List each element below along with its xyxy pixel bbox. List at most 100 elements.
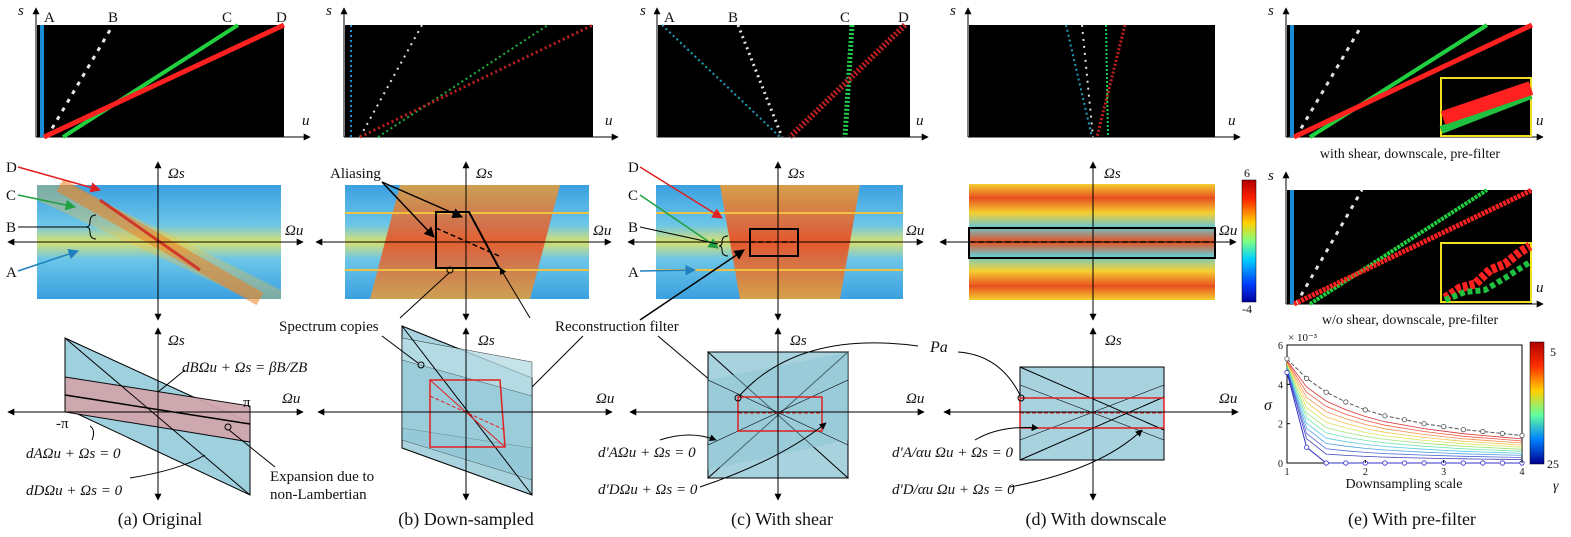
- chart-point: [1304, 375, 1310, 381]
- chart-point: [1401, 460, 1408, 466]
- y-tick-label: 0: [1278, 459, 1283, 470]
- s-axis-label: s: [1268, 3, 1274, 19]
- eq-a-line: dAΩu + Ωs = 0: [26, 446, 121, 462]
- epi-panel-a: s u A B C D: [18, 3, 311, 141]
- chart-point: [1499, 460, 1506, 466]
- spec-label-a: A: [6, 265, 17, 281]
- epi-label-c: C: [222, 10, 232, 26]
- chart-point: [1480, 428, 1486, 435]
- gamma-curve: [1286, 369, 1523, 458]
- diagram-panel-c: Ωs Ωu Pa d'AΩu + Ωs = 0 d'DΩu + Ωs = 0: [598, 327, 948, 501]
- gamma-curve: [1286, 365, 1523, 450]
- omega-s-label: Ωs: [478, 333, 495, 349]
- omega-u-label: Ωu: [1219, 391, 1237, 407]
- chart-point: [1421, 421, 1427, 427]
- shared-annotations: Spectrum copies Reconstruction filter: [279, 249, 745, 408]
- colorbar-min: -4: [1242, 302, 1252, 316]
- chart-point: [1362, 407, 1368, 413]
- expansion-label: Expansion due to: [270, 469, 374, 485]
- aliasing-label: Aliasing: [330, 166, 381, 182]
- spectrum-panel-d: Ωs Ωu 6 -4: [939, 161, 1257, 321]
- u-axis-label: u: [302, 113, 310, 129]
- chart-point: [1323, 460, 1329, 466]
- epi-label-c: C: [840, 10, 850, 26]
- eq-a-prime: d'AΩu + Ωs = 0: [598, 445, 696, 461]
- diagram-panel-a: Ωs Ωu π -π dBΩu + Ωs = βB/ZB dAΩu + Ωs =…: [7, 327, 374, 503]
- chart-ylabel: σ: [1264, 397, 1273, 414]
- epi-panel-e-top: s u with shear, downscale, pre-filter: [1268, 3, 1544, 162]
- chart-point: [1382, 460, 1388, 466]
- x-tick-label: 1: [1285, 467, 1290, 478]
- chart-gamma-fan: [1286, 360, 1523, 460]
- chart-point: [1421, 460, 1427, 466]
- s-axis-label: s: [1268, 168, 1274, 184]
- s-axis-label: s: [18, 3, 24, 19]
- gamma-curve: [1286, 370, 1523, 460]
- gamma-curve: [1286, 367, 1523, 454]
- gamma-curve: [1286, 363, 1523, 446]
- omega-u-label: Ωu: [906, 223, 924, 239]
- chart-y-multiplier: × 10⁻³: [1288, 332, 1318, 344]
- chart-point: [1519, 432, 1525, 439]
- reconstruction-filter-label: Reconstruction filter: [555, 319, 679, 335]
- x-tick-label: 4: [1520, 467, 1525, 478]
- diagram-panel-b: Ωs Ωu: [317, 325, 614, 501]
- epi-panel-d: s u: [950, 3, 1241, 141]
- chart-point: [1323, 389, 1329, 395]
- s-axis-label: s: [950, 3, 956, 19]
- y-tick-label: 4: [1278, 380, 1283, 391]
- epi-label-a: A: [44, 10, 55, 26]
- spec-label-b: B: [628, 220, 638, 236]
- u-axis-label: u: [1228, 113, 1236, 129]
- chart-point: [1460, 460, 1466, 466]
- spec-label-c: C: [628, 188, 638, 204]
- u-axis-label: u: [1536, 280, 1544, 296]
- epi-label-d: D: [898, 10, 909, 26]
- x-tick-label: 3: [1441, 467, 1446, 478]
- chart-ticks-group: 1 2 3 4 0 2 4 6: [1278, 341, 1525, 478]
- chart-xlabel: Downsampling scale: [1345, 477, 1462, 492]
- chart-point: [1480, 460, 1486, 466]
- chart-point: [1343, 399, 1349, 405]
- spectrum-copies-label: Spectrum copies: [279, 319, 379, 335]
- colorbar: [1241, 179, 1257, 303]
- gamma-colorbar: [1529, 341, 1545, 465]
- gamma-colorbar-min: 25: [1547, 457, 1559, 471]
- omega-s-label: Ωs: [788, 166, 805, 182]
- epi-panel-c: s u A B C D: [640, 3, 929, 141]
- chart-point: [1343, 460, 1349, 466]
- spectrum-panel-a: Ωs Ωu D C B A: [6, 160, 304, 321]
- caption-c: (c) With shear: [731, 509, 833, 529]
- eq-b-line: dBΩu + Ωs = βB/ZB: [182, 360, 307, 376]
- epi-panel-e-middle: s u w/o shear, downscale, pre-filter: [1268, 168, 1544, 328]
- omega-s-label: Ωs: [168, 333, 185, 349]
- spec-label-c: C: [6, 188, 16, 204]
- gamma-curve: [1286, 366, 1523, 452]
- u-axis-label: u: [1536, 113, 1544, 129]
- epi-panel-b: s u: [326, 3, 619, 141]
- gamma-curve: [1286, 360, 1523, 440]
- eq-d-line: dDΩu + Ωs = 0: [26, 483, 123, 499]
- pi-label: π: [243, 395, 251, 411]
- chart-point: [1499, 430, 1506, 437]
- omega-u-label: Ωu: [596, 391, 614, 407]
- omega-s-label: Ωs: [476, 166, 493, 182]
- caption-d: (d) With downscale: [1025, 509, 1167, 529]
- caption-b: (b) Down-sampled: [398, 509, 534, 529]
- gamma-curve: [1286, 364, 1523, 448]
- neg-pi-label: -π: [56, 416, 69, 432]
- epi-label-d: D: [276, 10, 287, 26]
- chart-point: [1304, 444, 1310, 450]
- omega-u-label: Ωu: [906, 391, 924, 407]
- chart-series-group: [1284, 356, 1525, 466]
- chart-point: [1401, 417, 1408, 423]
- omega-s-label: Ωs: [1105, 333, 1122, 349]
- omega-s-label: Ωs: [790, 333, 807, 349]
- omega-s-label: Ωs: [168, 166, 185, 182]
- spec-label-d: D: [628, 160, 639, 176]
- epi-label-b: B: [728, 10, 738, 26]
- epi-label-b: B: [108, 10, 118, 26]
- spec-label-a: A: [628, 265, 639, 281]
- eq-a-alpha: d'A/αu Ωu + Ωs = 0: [892, 445, 1013, 461]
